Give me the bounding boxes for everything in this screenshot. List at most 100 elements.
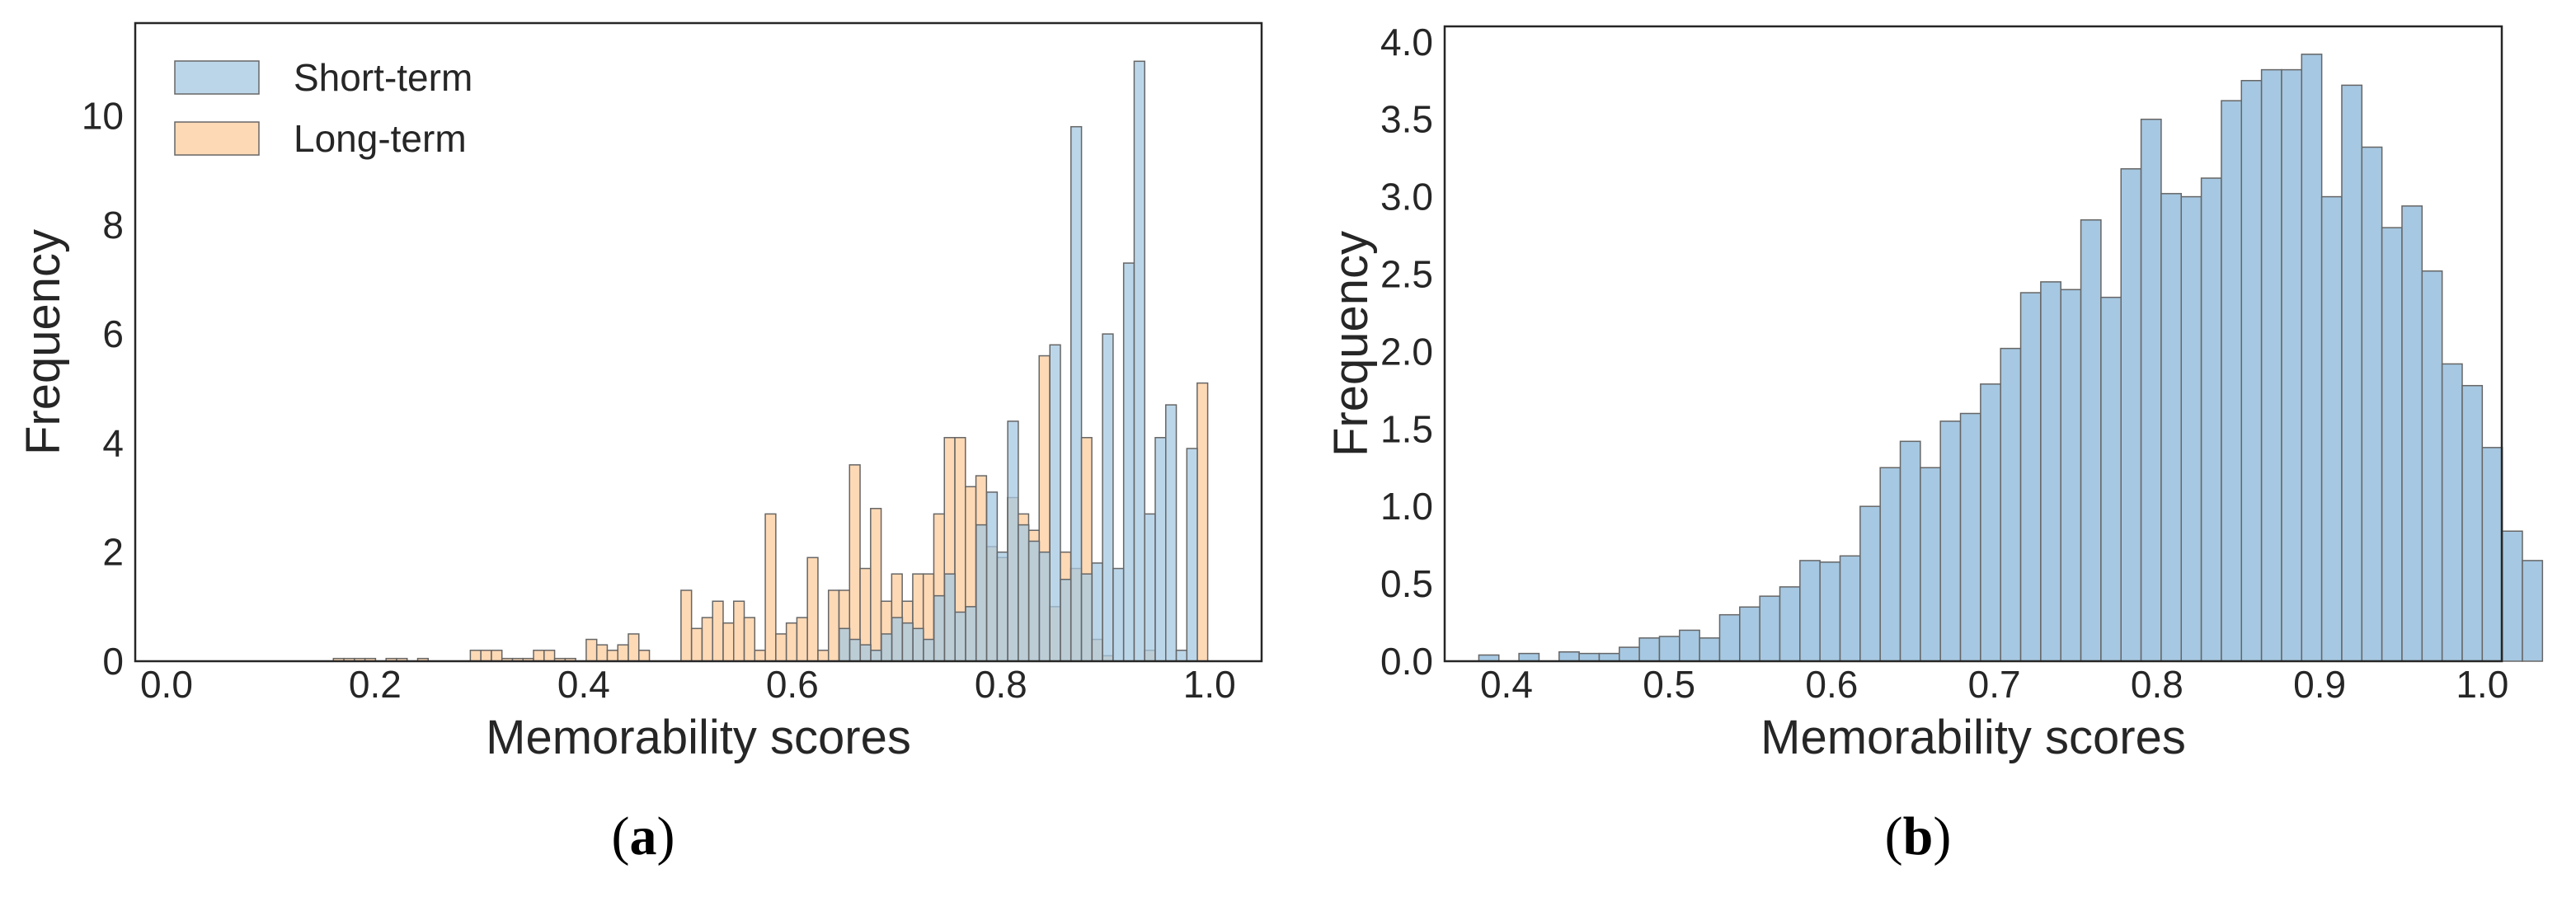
- short-term-bar: [901, 622, 914, 662]
- short-term-bar: [1080, 573, 1093, 662]
- long-term-bar: [606, 650, 618, 662]
- long-term-bar: [469, 650, 482, 662]
- short-term-bar: [1091, 562, 1103, 662]
- short-term-bar: [1133, 60, 1145, 662]
- long-term-bar: [806, 557, 819, 662]
- hist-bar: [1718, 613, 1741, 662]
- x-tick-label: 1.0: [2456, 663, 2508, 706]
- hist-bar: [1839, 555, 1861, 662]
- hist-bar: [1578, 652, 1601, 662]
- x-tick-label: 0.0: [140, 663, 193, 706]
- short-term-bar: [975, 524, 988, 662]
- caption-a: (a): [612, 806, 675, 866]
- legend-label-short-term: Short-term: [294, 56, 472, 99]
- legend-swatch-short-term: [174, 60, 260, 95]
- y-tick-label: 3.0: [1380, 176, 1433, 218]
- plot-frame-a: [134, 21, 1263, 663]
- hist-bar: [2522, 560, 2544, 662]
- x-axis-label-a: Memorability scores: [486, 711, 911, 764]
- hist-bar: [1619, 646, 1640, 662]
- short-term-bar: [1112, 567, 1125, 662]
- hist-bar: [2019, 292, 2042, 662]
- short-term-bar: [954, 611, 966, 662]
- hist-bar: [2000, 347, 2022, 662]
- hist-bar: [1598, 652, 1620, 662]
- y-tick-label: 10: [82, 94, 124, 137]
- hist-bar: [2501, 530, 2523, 662]
- short-term-bar: [881, 633, 893, 662]
- hist-bar: [2140, 118, 2162, 662]
- short-term-bar: [1186, 448, 1198, 662]
- hist-bar: [2240, 79, 2263, 662]
- hist-bar: [1899, 440, 1921, 662]
- short-term-bar: [923, 638, 935, 662]
- long-term-bar: [595, 644, 609, 662]
- y-tick-label: 6: [102, 312, 124, 355]
- plot-frame-b: [1443, 25, 2503, 663]
- hist-bar: [2160, 193, 2183, 662]
- long-term-bar: [827, 589, 840, 662]
- hist-bar: [2441, 363, 2463, 662]
- long-term-bar: [701, 617, 713, 662]
- short-term-bar: [1038, 551, 1051, 662]
- x-tick-label: 0.7: [1968, 663, 2021, 706]
- long-term-bar: [733, 600, 745, 662]
- legend: Short-term Long-term: [174, 56, 472, 160]
- y-tick-label: 4: [102, 421, 124, 464]
- y-tick-label: 0: [102, 640, 124, 683]
- hist-bar: [1518, 652, 1540, 662]
- x-tick-label: 0.8: [975, 663, 1027, 706]
- short-term-bar: [1049, 344, 1061, 662]
- y-axis-label-b: Frequency: [1324, 231, 1378, 457]
- short-term-bar: [1122, 262, 1135, 662]
- hist-bar: [2180, 195, 2202, 662]
- short-term-bar: [912, 627, 924, 662]
- hist-bar: [2320, 195, 2343, 662]
- short-term-bar: [1144, 513, 1156, 662]
- short-term-bar: [1007, 420, 1019, 662]
- x-tick-label: 0.2: [349, 663, 402, 706]
- x-tick-label: 0.8: [2131, 663, 2183, 706]
- hist-bar: [1739, 606, 1760, 662]
- long-term-bar: [722, 622, 735, 662]
- hist-bar: [2120, 168, 2142, 662]
- y-tick-label: 1.0: [1380, 485, 1433, 528]
- x-axis-label-b: Memorability scores: [1760, 711, 2186, 764]
- long-term-bar: [775, 633, 787, 662]
- hist-bar: [1558, 650, 1580, 662]
- short-term-bars: [839, 60, 1198, 662]
- y-tick-label: 2.5: [1380, 252, 1433, 295]
- histogram-panel-a: 0.0 0.2 0.4 0.6 0.8 1.0 0 2 4 6 8 10 Memorability …: [16, 21, 1263, 866]
- x-tick-label: 0.6: [766, 663, 819, 706]
- hist-bar: [2421, 270, 2443, 662]
- long-term-bar: [543, 650, 556, 662]
- y-tick-label: 2.0: [1380, 330, 1433, 373]
- hist-bar: [2481, 447, 2503, 662]
- long-term-bar: [480, 650, 492, 662]
- long-term-bar: [754, 650, 766, 662]
- x-tick-label: 0.9: [2293, 663, 2346, 706]
- x-tick-labels-a: 0.0 0.2 0.4 0.6 0.8 1.0: [140, 663, 1236, 706]
- y-tick-labels-a: 0 2 4 6 8 10: [82, 94, 124, 683]
- long-term-bar: [585, 638, 598, 662]
- hist-bar: [2361, 146, 2383, 662]
- long-term-bar: [491, 650, 503, 662]
- hist-bar: [1819, 561, 1841, 662]
- short-term-bar: [1018, 524, 1030, 662]
- hist-bar: [2080, 219, 2102, 662]
- short-term-bar: [933, 594, 946, 662]
- short-term-bar: [848, 638, 862, 662]
- short-term-bar: [859, 644, 872, 662]
- long-term-bar: [870, 508, 882, 662]
- hist-bar: [2341, 84, 2363, 662]
- hist-bar: [2040, 281, 2061, 662]
- hist-bar: [2461, 384, 2484, 662]
- hist-bar: [1658, 636, 1681, 662]
- hist-bar: [2401, 205, 2423, 662]
- short-term-bar: [996, 551, 1008, 662]
- long-term-bar: [690, 627, 703, 662]
- long-term-bar: [764, 513, 777, 662]
- short-term-bar: [943, 573, 957, 662]
- x-tick-label: 0.5: [1643, 663, 1695, 706]
